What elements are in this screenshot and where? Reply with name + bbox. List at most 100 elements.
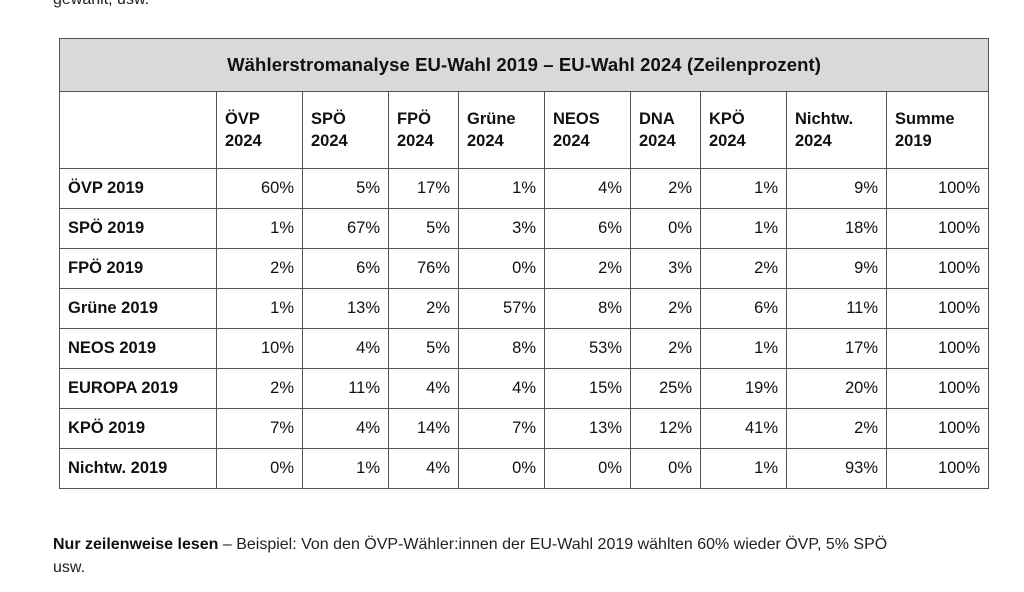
table-cell: 6% [302, 248, 389, 289]
table-cell: 2% [216, 368, 303, 409]
table-title: Wählerstromanalyse EU-Wahl 2019 – EU-Wah… [58, 38, 990, 92]
column-header: FPÖ 2024 [388, 91, 459, 169]
table-cell: 25% [630, 368, 701, 409]
column-header-row: ÖVP 2024 SPÖ 2024 FPÖ 2024 Grüne 2024 NEOS 20… [59, 91, 990, 169]
table-cell: 100% [885, 208, 990, 249]
column-header: Grüne 2024 [458, 91, 545, 169]
table-cell: 0% [630, 448, 701, 489]
reading-note-bold: Nur zeilenweise lesen [53, 536, 219, 553]
table-row: KPÖ 2019 7% 4% 14% 7% 13% 12% 41% 2% 100% [59, 408, 990, 449]
corner-cell [59, 91, 217, 169]
table-cell: 6% [700, 288, 787, 329]
table-row: ÖVP 2019 60% 5% 17% 1% 4% 2% 1% 9% 100% [59, 168, 990, 209]
table-row: Nichtw. 2019 0% 1% 4% 0% 0% 0% 1% 93% 100% [59, 448, 990, 489]
table-cell: 0% [458, 448, 545, 489]
table-cell: 2% [216, 248, 303, 289]
table-cell: 11% [786, 288, 887, 329]
table-cell: 41% [700, 408, 787, 449]
table-cell: 100% [885, 328, 990, 369]
column-header: DNA 2024 [630, 91, 701, 169]
table-cell: 19% [700, 368, 787, 409]
row-label: KPÖ 2019 [59, 408, 217, 449]
reading-note: Nur zeilenweise lesen – Beispiel: Von de… [53, 533, 913, 579]
table-row: SPÖ 2019 1% 67% 5% 3% 6% 0% 1% 18% 100% [59, 208, 990, 249]
table-cell: 76% [388, 248, 459, 289]
column-header: KPÖ 2024 [700, 91, 787, 169]
table-cell: 2% [786, 408, 887, 449]
table-cell: 4% [458, 368, 545, 409]
table-cell: 4% [388, 448, 459, 489]
row-label: NEOS 2019 [59, 328, 217, 369]
row-label: SPÖ 2019 [59, 208, 217, 249]
table-row: Grüne 2019 1% 13% 2% 57% 8% 2% 6% 11% 100% [59, 288, 990, 329]
previous-paragraph-fragment: gewählt, usw. [53, 0, 149, 9]
table-cell: 5% [388, 328, 459, 369]
table-cell: 5% [302, 168, 389, 209]
table-cell: 8% [458, 328, 545, 369]
table-row: EUROPA 2019 2% 11% 4% 4% 15% 25% 19% 20% 100% [59, 368, 990, 409]
table-cell: 100% [885, 168, 990, 209]
row-label: Grüne 2019 [59, 288, 217, 329]
table-cell: 8% [544, 288, 631, 329]
table-cell: 0% [458, 248, 545, 289]
table-cell: 53% [544, 328, 631, 369]
column-header: ÖVP 2024 [216, 91, 303, 169]
table-cell: 13% [544, 408, 631, 449]
column-header: NEOS 2024 [544, 91, 631, 169]
column-header: Nichtw. 2024 [786, 91, 887, 169]
reading-note-text: – Beispiel: Von den ÖVP-Wähler:innen der… [53, 536, 888, 576]
table-cell: 7% [458, 408, 545, 449]
table-cell: 20% [786, 368, 887, 409]
column-header: SPÖ 2024 [302, 91, 389, 169]
table-cell: 100% [885, 368, 990, 409]
table-cell: 100% [885, 288, 990, 329]
table-cell: 2% [388, 288, 459, 329]
table-cell: 13% [302, 288, 389, 329]
row-label: FPÖ 2019 [59, 248, 217, 289]
table-cell: 3% [458, 208, 545, 249]
table-cell: 14% [388, 408, 459, 449]
table-cell: 93% [786, 448, 887, 489]
table-cell: 67% [302, 208, 389, 249]
table-cell: 15% [544, 368, 631, 409]
table-cell: 60% [216, 168, 303, 209]
table-cell: 4% [302, 408, 389, 449]
table-cell: 1% [700, 328, 787, 369]
table-cell: 1% [458, 168, 545, 209]
table-cell: 1% [302, 448, 389, 489]
table-cell: 17% [786, 328, 887, 369]
table-row: FPÖ 2019 2% 6% 76% 0% 2% 3% 2% 9% 100% [59, 248, 990, 289]
table-cell: 11% [302, 368, 389, 409]
table-cell: 4% [544, 168, 631, 209]
row-label: EUROPA 2019 [59, 368, 217, 409]
table-cell: 1% [700, 208, 787, 249]
table-cell: 2% [630, 288, 701, 329]
row-label: Nichtw. 2019 [59, 448, 217, 489]
table-cell: 9% [786, 248, 887, 289]
table-cell: 100% [885, 248, 990, 289]
table-cell: 1% [216, 208, 303, 249]
table-cell: 2% [544, 248, 631, 289]
table-cell: 57% [458, 288, 545, 329]
table-cell: 1% [216, 288, 303, 329]
row-label: ÖVP 2019 [59, 168, 217, 209]
table-cell: 0% [216, 448, 303, 489]
table-cell: 12% [630, 408, 701, 449]
table-cell: 0% [630, 208, 701, 249]
table-cell: 5% [388, 208, 459, 249]
table-cell: 0% [544, 448, 631, 489]
table-row: NEOS 2019 10% 4% 5% 8% 53% 2% 1% 17% 100% [59, 328, 990, 369]
table-cell: 100% [885, 448, 990, 489]
table-cell: 1% [700, 448, 787, 489]
voter-flow-table: Wählerstromanalyse EU-Wahl 2019 – EU-Wah… [58, 38, 990, 489]
table-cell: 6% [544, 208, 631, 249]
table-cell: 10% [216, 328, 303, 369]
column-header: Summe 2019 [885, 91, 990, 169]
table-cell: 2% [630, 168, 701, 209]
table-cell: 2% [700, 248, 787, 289]
table-cell: 17% [388, 168, 459, 209]
table-cell: 2% [630, 328, 701, 369]
table-cell: 4% [388, 368, 459, 409]
table-cell: 4% [302, 328, 389, 369]
table-cell: 1% [700, 168, 787, 209]
